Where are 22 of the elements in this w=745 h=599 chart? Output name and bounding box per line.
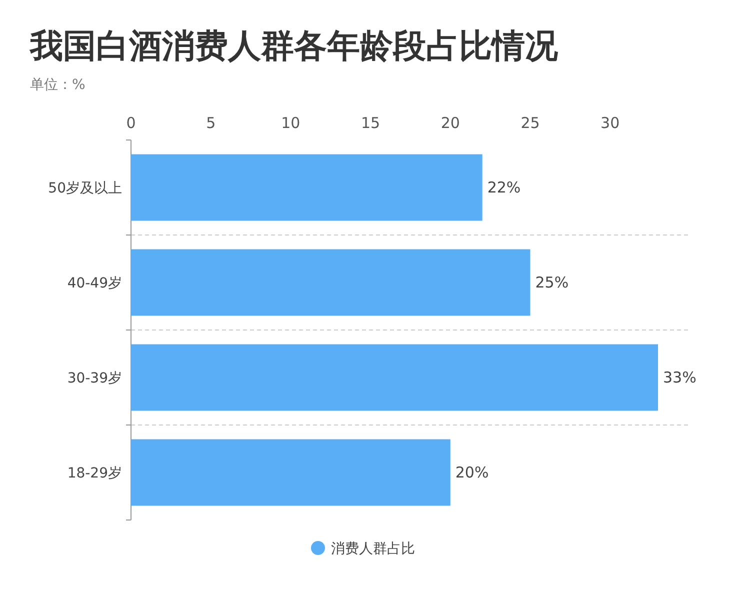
y-tick-label: 40-49岁 [67, 276, 122, 292]
x-tick-label: 20 [440, 114, 460, 132]
x-tick-label: 5 [206, 114, 216, 132]
chart-title: 我国白酒消费人群各年龄段占比情况 [29, 26, 559, 65]
data-label: 25% [535, 274, 569, 292]
data-label: 20% [455, 464, 489, 482]
data-label: 22% [487, 178, 521, 196]
bar [131, 344, 658, 411]
y-tick-label: 50岁及以上 [48, 180, 122, 196]
x-tick-label: 25 [520, 114, 540, 132]
legend-label: 消费人群占比 [331, 541, 415, 557]
bar [131, 439, 450, 506]
x-tick-label: 15 [361, 114, 380, 132]
chart-subtitle: 单位：% [30, 77, 86, 93]
y-tick-label: 18-29岁 [67, 466, 122, 482]
data-label: 33% [663, 368, 696, 386]
x-tick-label: 10 [281, 114, 300, 132]
bar [131, 154, 482, 221]
x-tick-label: 0 [126, 114, 136, 132]
y-tick-label: 30-39岁 [67, 370, 122, 386]
bar [131, 249, 530, 316]
x-tick-label: 30 [600, 114, 620, 132]
